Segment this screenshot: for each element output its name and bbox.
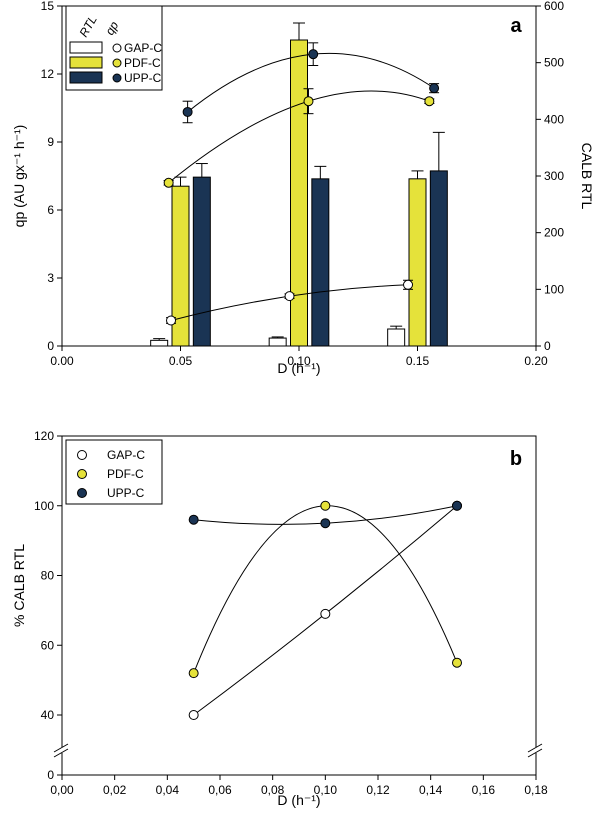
point-upp-c (182, 106, 193, 117)
axis-break-gap-0 (60, 747, 64, 753)
point-pdf-c (452, 657, 462, 668)
legend-header-qp: qp (102, 19, 121, 38)
legend-swatch-gap-c (69, 41, 103, 54)
y-tick-label: 15 (41, 0, 55, 13)
legend-marker-pdf-c (112, 58, 122, 68)
legend-swatch-upp-c (69, 71, 103, 84)
y-tick-label: 80 (41, 569, 55, 583)
point-gap-c (188, 710, 199, 720)
y2-tick-label: 400 (544, 112, 564, 126)
bar-gap-c (150, 339, 169, 347)
axis-break-0-a (53, 743, 69, 753)
y2-tick-label: 500 (544, 56, 564, 70)
point-upp-c (308, 49, 319, 60)
point-pdf-c (424, 96, 435, 107)
legend-label-gap-c: GAP-C (107, 448, 145, 462)
y-tick-label: 100 (34, 499, 54, 513)
x-tick-label: 0,18 (524, 783, 548, 797)
bar-gap-c (268, 337, 287, 347)
point-gap-c (403, 279, 414, 290)
point-pdf-c (320, 500, 331, 511)
x-tick-label: 0.05 (169, 354, 193, 368)
y-tick-label: 12 (41, 67, 55, 81)
y2-axis-label: CALB RTL (579, 143, 595, 210)
axis-break-1-a (527, 743, 543, 753)
point-pdf-c (303, 96, 314, 107)
y-axis-label: % CALB RTL (11, 544, 27, 627)
point-pdf-c (163, 177, 174, 188)
point-gap-c (166, 315, 177, 326)
y2-tick-label: 300 (544, 169, 564, 183)
bar-upp-c (192, 176, 211, 347)
legend-marker-upp-c (112, 73, 122, 83)
x-tick-label: 0,10 (314, 783, 338, 797)
legend-label-pdf-c: PDF-C (124, 56, 161, 70)
point-upp-c (320, 518, 331, 529)
point-upp-c (452, 500, 462, 511)
axis-break-0-b (53, 748, 69, 758)
point-gap-c (284, 291, 295, 302)
y-tick-label: 6 (47, 203, 54, 217)
legend-label-gap-c: GAP-C (124, 41, 162, 55)
y-tick-label: 40 (41, 708, 55, 722)
point-upp-c (188, 514, 199, 525)
legend-marker-gap-c (77, 450, 87, 460)
x-tick-label: 0,06 (208, 783, 232, 797)
y-tick-label: 60 (41, 638, 55, 652)
panel-a: 0 3 6 9 12 15 0 100 200 300 400 500 600 0.00 0.05 0.10 0… (11, 0, 595, 376)
legend-swatch-pdf-c (69, 56, 103, 69)
x-tick-label: 0,00 (50, 783, 74, 797)
legend-marker-pdf-c (77, 469, 87, 479)
y-tick-label: 0 (47, 339, 54, 353)
point-pdf-c (188, 668, 199, 679)
y-axis-label: qp (AU gx⁻¹ h⁻¹) (11, 125, 27, 228)
y2-tick-label: 200 (544, 226, 564, 240)
x-tick-label: 0,04 (156, 783, 180, 797)
x-tick-label: 0,14 (419, 783, 443, 797)
legend-label-pdf-c: PDF-C (107, 467, 144, 481)
bar-pdf-c (408, 178, 427, 347)
y-tick-label: 0 (47, 768, 54, 782)
x-tick-label: 0,08 (261, 783, 285, 797)
bar-upp-c (311, 178, 330, 347)
panel-label-a: a (510, 15, 522, 37)
y2-tick-label: 0 (544, 339, 551, 353)
x-tick-label: 0.00 (50, 354, 74, 368)
panel-b: 0 40 60 80 100 120 0,00 0,02 0,04 0,06 0,08 0,10 0,1… (11, 429, 548, 808)
x-axis-label: D (h⁻¹) (277, 792, 320, 808)
legend-label-upp-c: UPP-C (107, 486, 145, 500)
x-axis-label: D (h⁻¹) (277, 360, 320, 376)
y-tick-label: 9 (47, 135, 54, 149)
y2-tick-label: 600 (544, 0, 564, 13)
y-tick-label: 120 (34, 429, 54, 443)
bar-gap-c (387, 328, 406, 347)
point-upp-c (429, 83, 440, 94)
x-tick-label: 0,02 (103, 783, 127, 797)
x-tick-label: 0,12 (366, 783, 390, 797)
x-tick-label: 0,16 (472, 783, 496, 797)
point-gap-c (320, 608, 331, 619)
panel-b-frame (61, 435, 537, 776)
x-tick-label: 0.15 (406, 354, 430, 368)
bar-pdf-c (290, 39, 308, 347)
panel-label-b: b (510, 448, 522, 470)
y2-tick-label: 100 (544, 282, 564, 296)
axis-break-gap-1 (534, 747, 538, 753)
fit-curve-pdf-c (193, 505, 458, 674)
x-tick-label: 0.10 (287, 354, 311, 368)
legend-marker-gap-c (112, 43, 122, 53)
legend-marker-upp-c (77, 488, 87, 498)
axis-break-1-b (527, 748, 543, 758)
legend-label-upp-c: UPP-C (124, 71, 162, 85)
bar-upp-c (429, 170, 448, 347)
y-tick-label: 3 (47, 271, 54, 285)
x-tick-label: 0.20 (524, 354, 548, 368)
